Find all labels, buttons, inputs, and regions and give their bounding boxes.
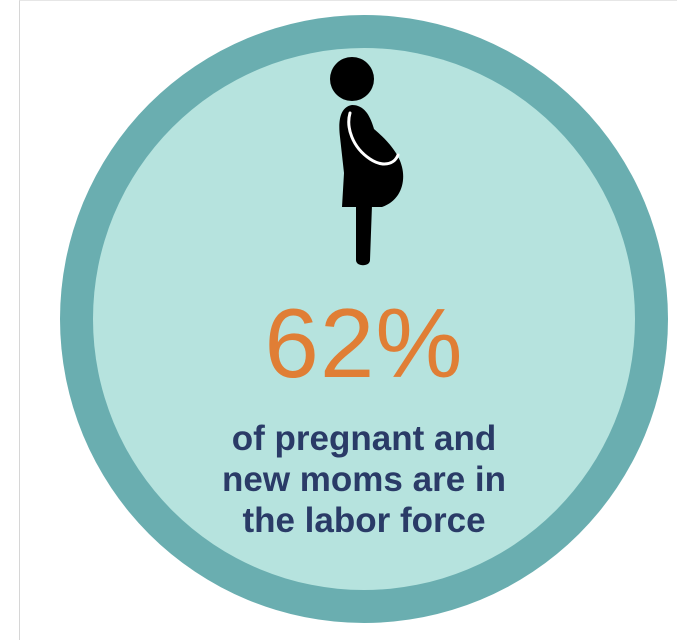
percentage-stat: 62% — [264, 288, 464, 398]
infographic-frame: 62% of pregnant and new moms are in the … — [19, 0, 677, 640]
stat-caption: of pregnant and new moms are in the labo… — [140, 418, 588, 541]
caption-line: new moms are in — [222, 460, 506, 499]
caption-line: the labor force — [242, 501, 486, 540]
pregnant-woman-icon — [330, 57, 404, 266]
caption-line: of pregnant and — [231, 419, 497, 458]
